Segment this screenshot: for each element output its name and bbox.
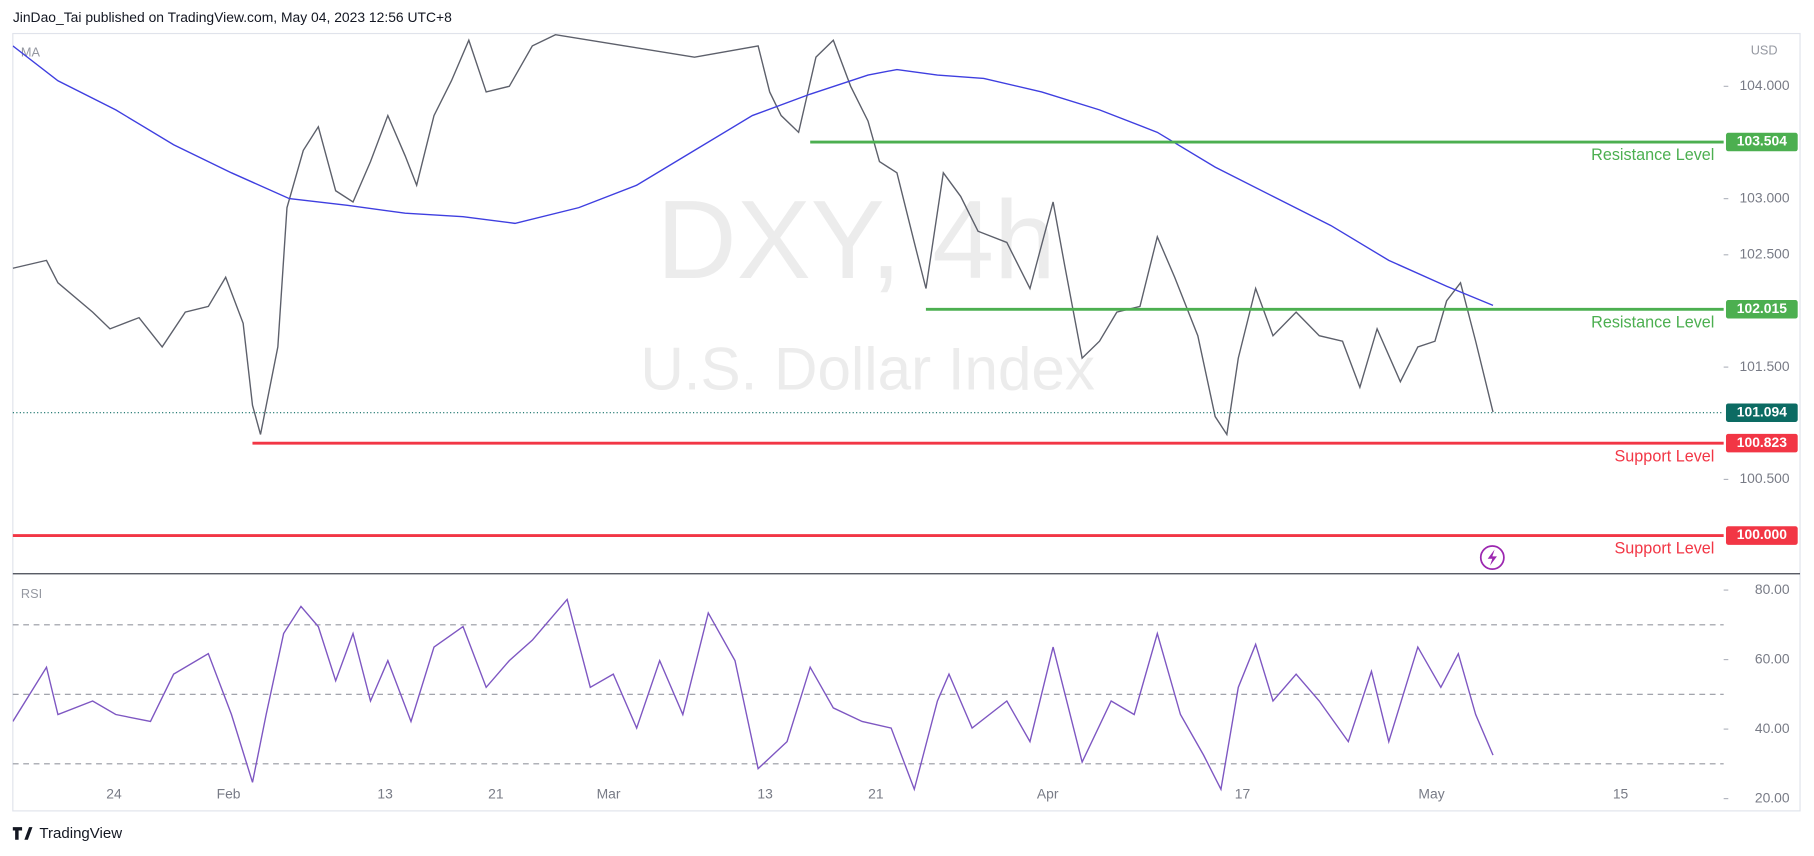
level-name: Support Level bbox=[1615, 540, 1715, 558]
last-price-label: 101.094 bbox=[1737, 403, 1787, 419]
x-tick-label: 17 bbox=[1235, 785, 1251, 801]
level-badge-label: 102.015 bbox=[1737, 300, 1787, 316]
plot-area bbox=[12, 597, 1494, 792]
flash-icon[interactable] bbox=[1479, 545, 1505, 570]
watermark-subtitle: U.S. Dollar Index bbox=[640, 336, 1095, 403]
x-tick-label: 24 bbox=[106, 785, 122, 801]
y-tick-label: 20.00 bbox=[1755, 789, 1790, 805]
y-tick-label: 40.00 bbox=[1755, 720, 1790, 736]
x-tick-label: 21 bbox=[868, 785, 884, 801]
x-tick-label: 21 bbox=[488, 785, 504, 801]
y-tick-label: 100.500 bbox=[1739, 470, 1789, 486]
level-badge-label: 103.504 bbox=[1737, 133, 1787, 149]
x-tick-label: Apr bbox=[1037, 785, 1059, 801]
x-tick-label: 15 bbox=[1613, 785, 1629, 801]
ma-legend: MA bbox=[21, 45, 41, 60]
y-tick-label: 80.00 bbox=[1755, 581, 1790, 597]
watermark: DXY, 4h bbox=[657, 177, 1056, 302]
level-name: Resistance Level bbox=[1591, 146, 1714, 164]
level-badge-label: 100.000 bbox=[1737, 526, 1787, 542]
level-badge bbox=[1725, 526, 1798, 545]
y-tick-label: 102.500 bbox=[1739, 245, 1789, 261]
brand-logo bbox=[12, 827, 33, 840]
header: JinDao_Tai published on TradingView.com,… bbox=[13, 9, 452, 25]
x-tick-label: May bbox=[1418, 785, 1444, 801]
currency: USD bbox=[1751, 42, 1778, 57]
y-tick-label: 103.000 bbox=[1739, 189, 1789, 205]
chart-frame bbox=[12, 32, 1801, 812]
level-name: Resistance Level bbox=[1591, 313, 1714, 331]
x-tick-label: 13 bbox=[757, 785, 773, 801]
series-line bbox=[12, 45, 1494, 307]
plot-area bbox=[12, 33, 1494, 437]
level-badge bbox=[1725, 132, 1798, 152]
y-tick-label: 60.00 bbox=[1755, 650, 1790, 666]
last-price-badge bbox=[1725, 403, 1798, 422]
y-tick-label: 104.000 bbox=[1739, 77, 1789, 93]
brand: TradingView bbox=[39, 825, 122, 842]
level-badge-label: 100.823 bbox=[1737, 434, 1787, 450]
y-tick-label: 101.500 bbox=[1739, 358, 1789, 374]
level-badge bbox=[1725, 300, 1798, 319]
series-line bbox=[12, 597, 1494, 792]
series-line bbox=[12, 33, 1494, 437]
level-name: Support Level bbox=[1615, 447, 1715, 465]
x-tick-label: Feb bbox=[217, 785, 241, 801]
level-badge bbox=[1725, 433, 1798, 453]
rsi-legend: RSI bbox=[21, 586, 42, 601]
x-tick-label: 13 bbox=[377, 785, 393, 801]
x-tick-label: Mar bbox=[597, 785, 621, 801]
